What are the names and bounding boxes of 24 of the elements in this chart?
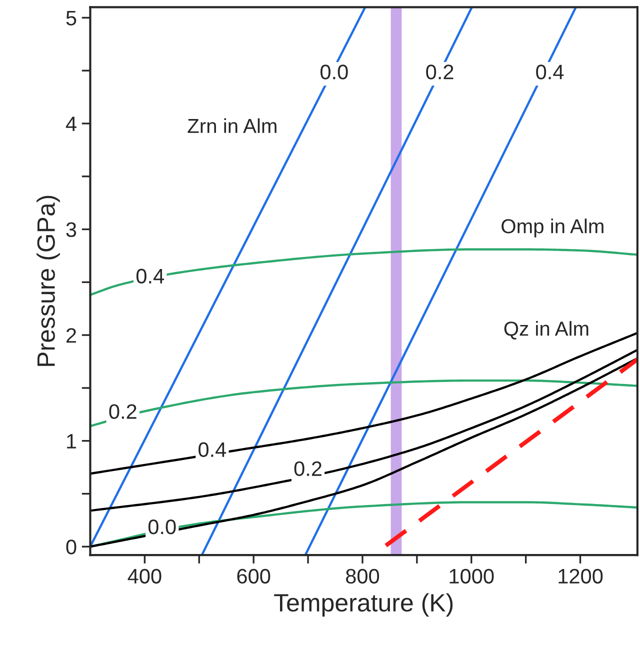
annotation: 0.2 <box>109 404 136 419</box>
x-tick-label: 1000 <box>450 568 494 584</box>
x-tick-label: 1200 <box>558 568 603 584</box>
x-axis-title: Temperature (K) <box>274 593 453 617</box>
annotation: 0.0 <box>320 64 348 80</box>
x-tick-label: 600 <box>237 568 270 584</box>
y-tick-label: 3 <box>66 222 76 238</box>
x-tick-label: 800 <box>346 568 380 584</box>
y-tick-label: 4 <box>66 116 76 132</box>
y-tick-label: 2 <box>66 328 76 343</box>
annotation: 0.4 <box>136 268 164 284</box>
y-tick-label: 0 <box>66 540 76 554</box>
annotation: 0.0 <box>148 519 176 534</box>
y-tick-label: 1 <box>67 434 76 448</box>
annotation: 0.2 <box>426 64 454 80</box>
annotation: Omp in Alm <box>502 218 604 238</box>
y-tick-label: 5 <box>66 10 76 26</box>
y-axis-title: Pressure (GPa) <box>36 196 60 366</box>
annotation: Qz in Alm <box>504 321 588 340</box>
annotation: 0.4 <box>198 442 226 458</box>
x-tick-label: 400 <box>128 568 162 584</box>
annotation: 0.4 <box>536 64 564 80</box>
annotation: 0.2 <box>294 461 322 476</box>
annotation: Zrn in Alm <box>188 118 276 133</box>
